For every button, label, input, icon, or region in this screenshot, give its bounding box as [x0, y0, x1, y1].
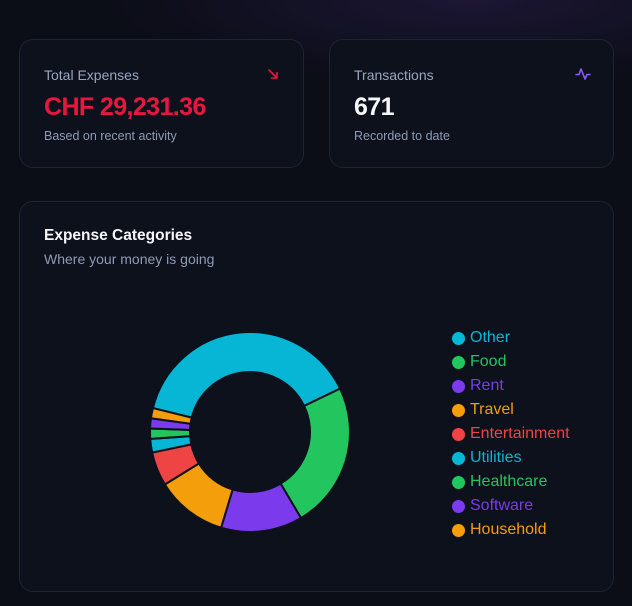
legend-label: Software: [470, 497, 534, 514]
expense-categories-card: Expense Categories Where your money is g…: [19, 201, 614, 592]
activity-icon: [575, 68, 591, 80]
trend-down-icon: [268, 69, 278, 79]
transactions-label: Transactions: [354, 67, 434, 83]
legend-dot-icon: [452, 523, 465, 537]
legend-label: Healthcare: [470, 473, 548, 490]
total-expenses-label: Total Expenses: [44, 67, 139, 83]
legend-item-healthcare[interactable]: Healthcare: [452, 470, 570, 494]
transactions-card: Transactions 671 Recorded to date: [329, 39, 614, 168]
legend-item-travel[interactable]: Travel: [452, 398, 570, 422]
legend-label: Utilities: [470, 449, 522, 466]
legend-item-other[interactable]: Other: [452, 326, 570, 350]
legend-label: Food: [470, 353, 507, 370]
legend-label: Rent: [470, 377, 504, 394]
transactions-subtext: Recorded to date: [354, 129, 450, 143]
total-expenses-value: CHF 29,231.36: [44, 93, 206, 121]
total-expenses-card: Total Expenses CHF 29,231.36 Based on re…: [19, 39, 304, 168]
donut-slice-household[interactable]: [149, 406, 193, 425]
legend-label: Other: [470, 329, 511, 346]
legend-item-household[interactable]: Household: [452, 518, 570, 542]
legend-dot-icon: [452, 355, 465, 369]
expense-categories-subtitle: Where your money is going: [44, 251, 215, 267]
legend-dot-icon: [452, 331, 465, 345]
total-expenses-subtext: Based on recent activity: [44, 129, 177, 143]
chart-legend: Other Food Rent Travel Entertainment Utilitie…: [452, 326, 570, 542]
expense-categories-title: Expense Categories: [44, 227, 193, 244]
expense-donut-chart: [149, 331, 351, 533]
donut-slice-food[interactable]: [279, 387, 351, 520]
legend-dot-icon: [452, 427, 465, 441]
legend-label: Entertainment: [470, 425, 570, 442]
legend-label: Household: [470, 521, 547, 538]
legend-item-utilities[interactable]: Utilities: [452, 446, 570, 470]
legend-dot-icon: [452, 499, 465, 513]
transactions-value: 671: [354, 93, 395, 121]
legend-dot-icon: [452, 403, 465, 417]
legend-item-software[interactable]: Software: [452, 494, 570, 518]
legend-label: Travel: [470, 401, 514, 418]
legend-item-entertainment[interactable]: Entertainment: [452, 422, 570, 446]
legend-dot-icon: [452, 451, 465, 465]
donut-slice-other[interactable]: [151, 331, 342, 419]
legend-item-rent[interactable]: Rent: [452, 374, 570, 398]
legend-item-food[interactable]: Food: [452, 350, 570, 374]
legend-dot-icon: [452, 379, 465, 393]
legend-dot-icon: [452, 475, 465, 489]
